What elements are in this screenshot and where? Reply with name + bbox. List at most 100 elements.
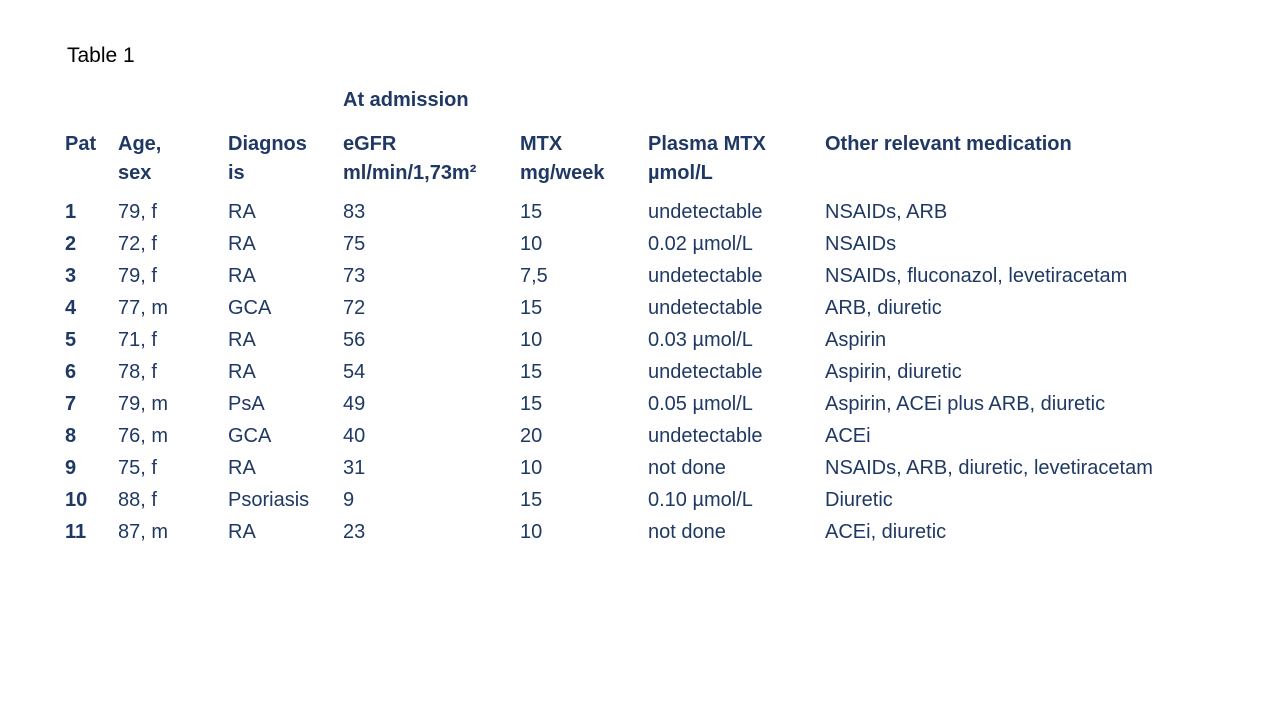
- cell-mtx-dose: 10: [520, 233, 543, 255]
- cell-other-medication: ARB, diuretic: [825, 297, 942, 319]
- cell-plasma-mtx: undetectable: [648, 361, 763, 383]
- table-body: 1 79, f RA 83 15 undetectable NSAIDs, AR…: [65, 196, 1235, 548]
- cell-pat: 3: [65, 265, 77, 287]
- cell-diagnosis: RA: [228, 361, 256, 383]
- table-row: 5 71, f RA 56 10 0.03 µmol/L Aspirin: [65, 324, 1235, 356]
- cell-diagnosis: PsA: [228, 393, 265, 415]
- cell-other-medication: NSAIDs, ARB, diuretic, levetiracetam: [825, 457, 1153, 479]
- cell-plasma-mtx: not done: [648, 521, 726, 543]
- cell-age-sex: 88, f: [118, 489, 157, 511]
- cell-diagnosis: RA: [228, 265, 256, 287]
- cell-mtx-dose: 7,5: [520, 265, 548, 287]
- cell-diagnosis: RA: [228, 233, 256, 255]
- patient-table: At admission Pat Age, sex Diagnos is eGF…: [65, 90, 1235, 548]
- col-header-pat: Pat: [65, 133, 97, 155]
- cell-egfr: 49: [343, 393, 366, 415]
- cell-plasma-mtx: undetectable: [648, 425, 763, 447]
- cell-diagnosis: RA: [228, 201, 256, 223]
- cell-pat: 10: [65, 489, 88, 511]
- cell-age-sex: 79, f: [118, 265, 157, 287]
- table-row: 4 77, m GCA 72 15 undetectable ARB, diur…: [65, 292, 1235, 324]
- col-header-diagnosis: Diagnos is: [228, 133, 307, 184]
- cell-plasma-mtx: 0.02 µmol/L: [648, 233, 753, 255]
- table-row: 2 72, f RA 75 10 0.02 µmol/L NSAIDs: [65, 228, 1235, 260]
- cell-other-medication: Aspirin, ACEi plus ARB, diuretic: [825, 393, 1106, 415]
- cell-egfr: 31: [343, 457, 366, 479]
- table-row: 11 87, m RA 23 10 not done ACEi, diureti…: [65, 516, 1235, 548]
- cell-plasma-mtx: undetectable: [648, 201, 763, 223]
- cell-age-sex: 77, m: [118, 297, 169, 319]
- cell-egfr: 9: [343, 489, 355, 511]
- cell-mtx-dose: 10: [520, 457, 543, 479]
- cell-pat: 4: [65, 297, 77, 319]
- group-header-at-admission: At admission: [343, 89, 469, 111]
- cell-diagnosis: GCA: [228, 297, 272, 319]
- cell-mtx-dose: 15: [520, 201, 543, 223]
- cell-egfr: 54: [343, 361, 366, 383]
- cell-other-medication: Diuretic: [825, 489, 893, 511]
- cell-mtx-dose: 10: [520, 521, 543, 543]
- cell-age-sex: 78, f: [118, 361, 157, 383]
- cell-egfr: 75: [343, 233, 366, 255]
- table-row: 3 79, f RA 73 7,5 undetectable NSAIDs, f…: [65, 260, 1235, 292]
- cell-other-medication: Aspirin, diuretic: [825, 361, 962, 383]
- cell-plasma-mtx: undetectable: [648, 297, 763, 319]
- cell-diagnosis: GCA: [228, 425, 272, 447]
- cell-pat: 11: [65, 521, 87, 543]
- cell-other-medication: Aspirin: [825, 329, 887, 351]
- cell-egfr: 23: [343, 521, 366, 543]
- table-row: 8 76, m GCA 40 20 undetectable ACEi: [65, 420, 1235, 452]
- cell-egfr: 56: [343, 329, 366, 351]
- cell-mtx-dose: 15: [520, 297, 543, 319]
- cell-other-medication: NSAIDs, ARB: [825, 201, 948, 223]
- cell-plasma-mtx: not done: [648, 457, 726, 479]
- cell-egfr: 72: [343, 297, 366, 319]
- cell-plasma-mtx: 0.03 µmol/L: [648, 329, 753, 351]
- cell-egfr: 40: [343, 425, 366, 447]
- cell-age-sex: 79, f: [118, 201, 157, 223]
- cell-pat: 9: [65, 457, 77, 479]
- cell-plasma-mtx: 0.10 µmol/L: [648, 489, 753, 511]
- col-header-plasma-mtx: Plasma MTX µmol/L: [648, 133, 766, 184]
- cell-egfr: 73: [343, 265, 366, 287]
- cell-age-sex: 71, f: [118, 329, 157, 351]
- col-header-age-sex: Age, sex: [118, 133, 162, 184]
- cell-mtx-dose: 15: [520, 361, 543, 383]
- cell-other-medication: NSAIDs, fluconazol, levetiracetam: [825, 265, 1128, 287]
- cell-other-medication: ACEi: [825, 425, 871, 447]
- cell-pat: 8: [65, 425, 77, 447]
- table-row: 7 79, m PsA 49 15 0.05 µmol/L Aspirin, A…: [65, 388, 1235, 420]
- cell-mtx-dose: 15: [520, 489, 543, 511]
- cell-mtx-dose: 15: [520, 393, 543, 415]
- cell-other-medication: NSAIDs: [825, 233, 897, 255]
- cell-plasma-mtx: 0.05 µmol/L: [648, 393, 753, 415]
- cell-pat: 5: [65, 329, 77, 351]
- cell-age-sex: 72, f: [118, 233, 157, 255]
- cell-diagnosis: RA: [228, 329, 256, 351]
- cell-mtx-dose: 10: [520, 329, 543, 351]
- table-row: 6 78, f RA 54 15 undetectable Aspirin, d…: [65, 356, 1235, 388]
- cell-age-sex: 79, m: [118, 393, 169, 415]
- table-header-row: Pat Age, sex Diagnos is eGFR ml/min/1,73…: [65, 130, 1235, 196]
- cell-diagnosis: RA: [228, 457, 256, 479]
- cell-pat: 2: [65, 233, 77, 255]
- cell-age-sex: 75, f: [118, 457, 157, 479]
- table-title: Table 1: [67, 44, 135, 67]
- cell-egfr: 83: [343, 201, 366, 223]
- cell-age-sex: 76, m: [118, 425, 169, 447]
- cell-plasma-mtx: undetectable: [648, 265, 763, 287]
- cell-pat: 6: [65, 361, 77, 383]
- cell-diagnosis: Psoriasis: [228, 489, 310, 511]
- col-header-egfr: eGFR ml/min/1,73m²: [343, 133, 477, 184]
- cell-pat: 7: [65, 393, 77, 415]
- table-row: 9 75, f RA 31 10 not done NSAIDs, ARB, d…: [65, 452, 1235, 484]
- cell-diagnosis: RA: [228, 521, 256, 543]
- col-header-mtx-dose: MTX mg/week: [520, 133, 605, 184]
- table-row: 10 88, f Psoriasis 9 15 0.10 µmol/L Diur…: [65, 484, 1235, 516]
- cell-other-medication: ACEi, diuretic: [825, 521, 947, 543]
- col-header-other-medication: Other relevant medication: [825, 133, 1072, 155]
- cell-age-sex: 87, m: [118, 521, 169, 543]
- cell-mtx-dose: 20: [520, 425, 543, 447]
- table-row: 1 79, f RA 83 15 undetectable NSAIDs, AR…: [65, 196, 1235, 228]
